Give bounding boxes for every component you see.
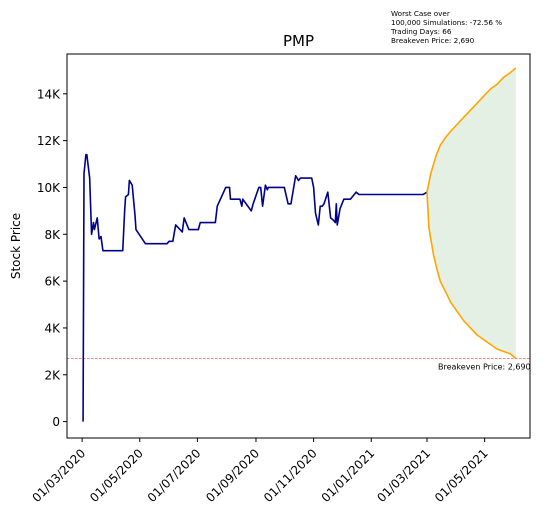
simulation-info-box: Worst Case over 100,000 Simulations: -72… [391,9,502,45]
breakeven-label: Breakeven Price: 2,690 [438,363,531,372]
x-tick-label: 01/01/2021 [319,446,378,505]
y-tick-label: 12K [37,134,61,148]
y-tick-label: 6K [44,275,61,289]
y-tick-label: 0 [52,415,60,429]
y-tick-label: 4K [44,321,61,335]
info-line-4: Breakeven Price: 2,690 [391,36,475,45]
y-tick-label: 2K [44,368,61,382]
info-line-3: Trading Days: 66 [391,27,452,36]
info-line-2: 100,000 Simulations: -72.56 % [391,18,503,27]
x-tick-label: 01/05/2020 [87,446,146,505]
x-tick-label: 01/03/2021 [374,446,433,505]
series-line-1 [82,153,428,422]
y-tick-label: 10K [37,181,61,195]
y-axis-label: Stock Price [9,213,23,279]
series-line-3 [426,192,517,360]
y-tick-label: 14K [37,87,61,101]
plot-area-frame [66,53,531,439]
x-tick-label: 01/07/2020 [145,446,204,505]
series-line-2 [426,67,517,193]
x-tick-label: 01/09/2020 [203,446,262,505]
x-tick-label: 01/05/2021 [432,446,491,505]
info-line-1: Worst Case over [391,9,450,18]
x-tick-label: 01/11/2020 [261,446,320,505]
x-tick-label: 01/03/2020 [29,446,88,505]
simulation-range-band [427,68,516,359]
chart-title: PMP [283,32,314,50]
y-tick-label: 8K [44,228,61,242]
